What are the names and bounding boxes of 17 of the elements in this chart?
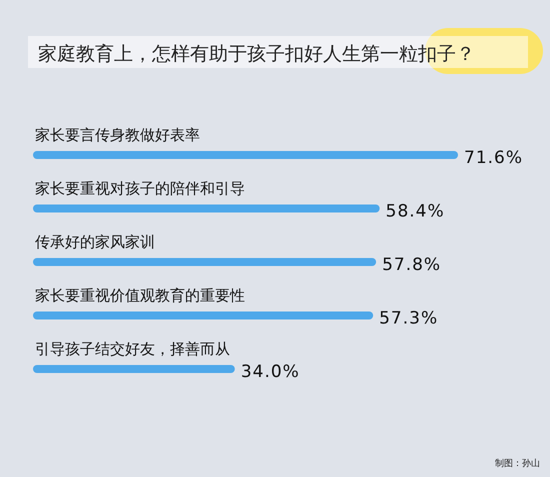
bar: [33, 151, 458, 159]
y-tick-label: 家长要重视对孩子的陪伴和引导: [35, 180, 245, 198]
data-label: 34.0%: [240, 362, 300, 382]
data-label: 58.4%: [386, 202, 445, 222]
data-label: 71.6%: [464, 148, 524, 168]
y-tick-label: 家长要言传身教做好表率: [35, 126, 200, 144]
chart-title: 家庭教育上，怎样有助于孩子扣好人生第一粒扣子？: [38, 43, 475, 65]
bar: [33, 258, 376, 266]
data-label: 57.8%: [382, 255, 442, 275]
text: 制图：孙山: [495, 458, 540, 469]
bar: [33, 204, 380, 212]
y-tick-label: 传承好的家风家训: [35, 233, 155, 251]
bar: [33, 365, 235, 373]
data-label: 57.3%: [379, 308, 438, 328]
bar: [33, 312, 374, 320]
y-tick-label: 引导孩子结交好友，择善而从: [35, 340, 230, 358]
y-tick-label: 家长要重视价值观教育的重要性: [35, 286, 245, 304]
